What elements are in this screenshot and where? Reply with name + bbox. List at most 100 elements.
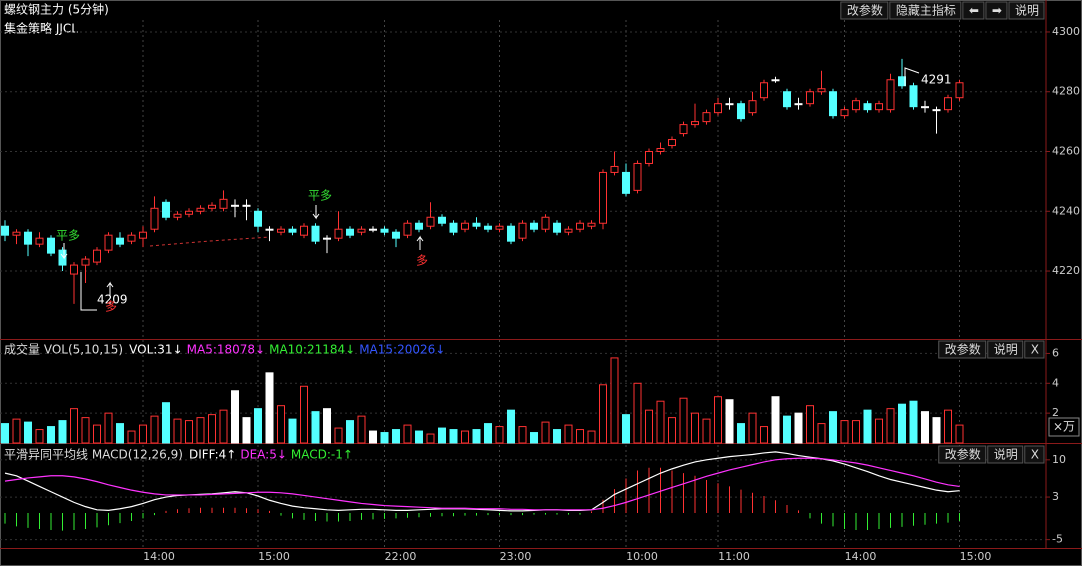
volume-bar (645, 409, 653, 444)
candle-body (518, 222, 527, 239)
volume-bar (162, 402, 170, 444)
volume-bar (932, 417, 941, 444)
volume-bar (265, 372, 274, 444)
button[interactable] (938, 445, 987, 464)
volume-bar (944, 409, 952, 444)
button-label[interactable]: 说明 (1015, 3, 1039, 18)
button-label[interactable]: 隐藏主指标 (896, 3, 956, 18)
x-tick-label: 15:00 (960, 550, 992, 563)
volume-bar (461, 430, 469, 444)
candle-body (507, 225, 515, 242)
candle-body (760, 82, 768, 99)
candle-body (277, 228, 285, 233)
candle-body (691, 121, 699, 126)
volume-bar (875, 418, 883, 444)
button-label[interactable]: 改参数 (945, 342, 981, 357)
candle-body (783, 91, 791, 108)
candle-body (426, 216, 435, 227)
annotation: 平多 (56, 229, 80, 243)
volume-bar (1, 423, 9, 444)
candle-body (242, 204, 251, 207)
candle-body (150, 207, 159, 230)
candle-body (219, 198, 228, 209)
volume-bar (622, 414, 630, 444)
button[interactable] (987, 340, 1024, 359)
button-label[interactable]: X (1031, 448, 1039, 462)
button[interactable] (985, 1, 1008, 20)
annotation-arrow (416, 235, 424, 250)
panel-title: 成交量 VOL(5,10,15) (4, 342, 123, 357)
volume-bar (300, 385, 308, 444)
volume-bar (484, 423, 492, 444)
button-label[interactable]: 说明 (994, 447, 1018, 462)
volume-bar (104, 412, 113, 444)
volume-bar (507, 409, 515, 444)
volume-bar (829, 411, 837, 444)
candle-body (196, 207, 205, 212)
button[interactable] (840, 1, 889, 20)
chart-title: 螺纹钢主力 (5分钟) (4, 2, 109, 17)
volume-bar (334, 427, 343, 444)
volume-bar (116, 423, 124, 444)
candle-body (357, 228, 366, 233)
candle-body (254, 210, 262, 227)
button[interactable] (938, 340, 987, 359)
x-tick-label: 14:00 (845, 550, 877, 563)
candle-body (886, 79, 895, 111)
button-label[interactable]: ➡ (992, 4, 1002, 18)
volume-bar (495, 426, 504, 444)
button[interactable] (1008, 1, 1045, 20)
macd-line (4, 457, 960, 511)
button-label[interactable]: 改参数 (847, 3, 883, 18)
x-tick-label: 15:00 (258, 550, 290, 563)
candle-body (300, 225, 308, 236)
indicator-label: VOL:31↓ (129, 343, 183, 357)
button[interactable] (1024, 340, 1045, 359)
candle-body (806, 91, 814, 105)
button-label[interactable]: 说明 (994, 342, 1018, 357)
y-tick-label: 10 (1052, 453, 1066, 466)
candle-body (323, 237, 331, 240)
candle-body (840, 109, 849, 117)
button[interactable] (962, 1, 985, 20)
candle-body (909, 85, 918, 108)
volume-bar (587, 430, 596, 444)
volume-bar (35, 429, 44, 444)
volume-bar (541, 421, 550, 444)
candle-body (415, 222, 423, 230)
candle-body (610, 165, 619, 173)
volume-bar (633, 382, 642, 444)
volume-bar (196, 417, 205, 444)
volume-bar (852, 420, 860, 444)
volume-bar (817, 423, 826, 444)
candle-body (265, 228, 274, 231)
volume-bar (909, 400, 918, 444)
volume-bar (127, 430, 136, 444)
chart-subtitle: 集金策略 JJCL (4, 21, 78, 36)
volume-bar (863, 409, 872, 444)
candle-body (484, 225, 492, 230)
volume-bar (886, 408, 895, 444)
candle-body (380, 228, 389, 233)
candle-body (311, 225, 320, 242)
annotation: 多 (416, 254, 428, 268)
candle-body (449, 222, 458, 233)
candle-body (162, 201, 170, 218)
y-tick-label: -5 (1052, 533, 1063, 546)
volume-bar (668, 417, 676, 444)
button[interactable] (1024, 445, 1045, 464)
button-label[interactable]: X (1031, 343, 1039, 357)
button-label[interactable]: 改参数 (945, 447, 981, 462)
button-label[interactable]: ⬅ (969, 4, 979, 18)
candle-body (748, 100, 757, 114)
volume-bar (288, 418, 297, 444)
volume-bar (564, 424, 573, 444)
candle-body (127, 234, 136, 242)
button[interactable] (889, 1, 962, 20)
x-tick-label: 23:00 (500, 550, 532, 563)
candle-body (794, 103, 803, 106)
button[interactable] (987, 445, 1024, 464)
annotation-arrow (60, 243, 68, 260)
volume-bar (392, 429, 400, 444)
